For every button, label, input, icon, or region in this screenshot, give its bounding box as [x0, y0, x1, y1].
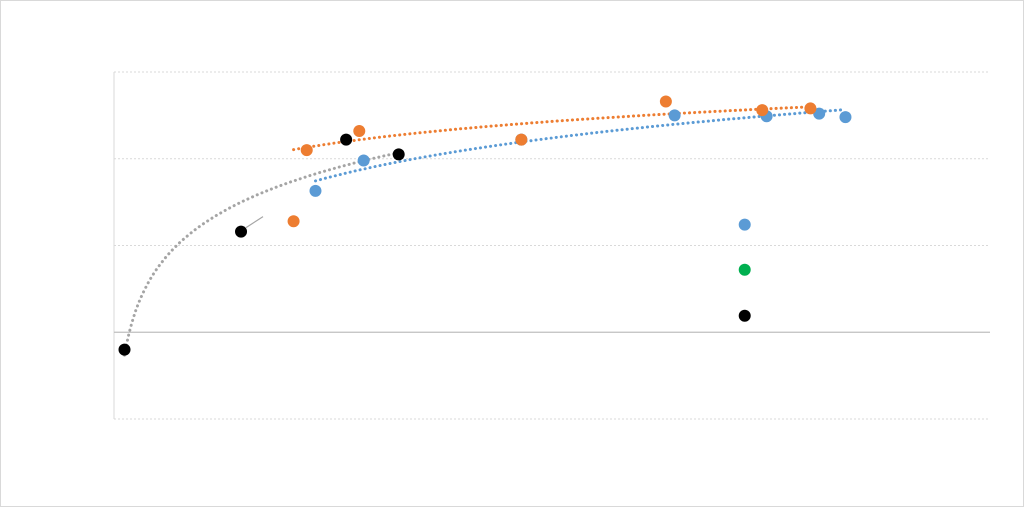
data-point: [235, 225, 248, 238]
data-point: [813, 107, 826, 120]
data-point: [738, 263, 751, 276]
data-point: [738, 218, 751, 231]
data-point: [309, 184, 322, 197]
annotation-leader: [245, 216, 264, 229]
trendline: [314, 108, 847, 183]
data-point: [659, 95, 672, 108]
data-point: [668, 109, 681, 122]
data-point: [756, 104, 769, 117]
data-point: [515, 133, 528, 146]
data-point: [287, 215, 300, 228]
data-point: [392, 148, 405, 161]
data-point: [353, 124, 366, 137]
data-point: [118, 343, 131, 356]
data-point: [839, 111, 852, 124]
data-point: [340, 133, 353, 146]
trendline: [292, 105, 812, 152]
data-point: [804, 102, 817, 115]
data-point: [300, 144, 313, 157]
data-point: [357, 154, 370, 167]
data-point: [738, 309, 751, 322]
trendline: [123, 151, 401, 357]
